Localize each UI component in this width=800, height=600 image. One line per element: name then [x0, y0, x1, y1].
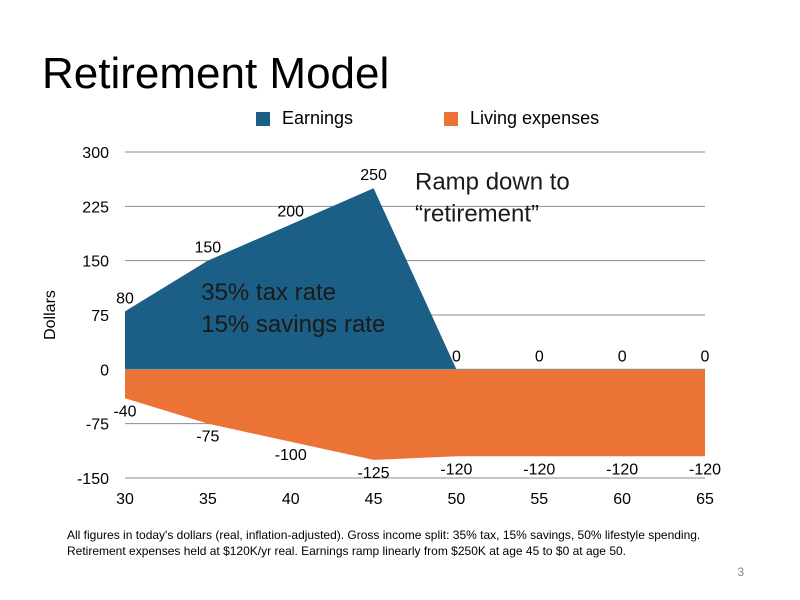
- data-label-expenses-65: -120: [689, 461, 721, 478]
- data-label-expenses-45: -125: [358, 465, 390, 482]
- x-tick-label-60: 60: [613, 491, 631, 508]
- y-tick-label--75: -75: [86, 417, 109, 434]
- x-tick-label-55: 55: [530, 491, 548, 508]
- annotation-2-line-1: 35% tax rate: [201, 279, 336, 306]
- slide-title: Retirement Model: [42, 49, 390, 98]
- data-label-expenses-50: -120: [440, 461, 472, 478]
- annotation-2-line-2: 15% savings rate: [201, 311, 385, 338]
- data-label-earnings-30: 80: [116, 290, 134, 307]
- legend-item-living-expenses: Living expenses: [444, 108, 599, 129]
- chart-legend: Earnings Living expenses: [0, 108, 800, 132]
- data-label-expenses-40: -100: [275, 447, 307, 464]
- data-label-earnings-60: 0: [618, 348, 627, 365]
- data-label-earnings-35: 150: [195, 240, 222, 257]
- y-tick-label-300: 300: [82, 145, 109, 162]
- data-label-earnings-40: 200: [277, 203, 304, 220]
- x-tick-label-65: 65: [696, 491, 714, 508]
- data-label-earnings-65: 0: [701, 348, 710, 365]
- y-tick-label--150: -150: [77, 471, 109, 488]
- y-tick-label-0: 0: [100, 362, 109, 379]
- data-label-expenses-30: -40: [113, 403, 136, 420]
- legend-label-living-expenses: Living expenses: [470, 108, 600, 128]
- legend-swatch-living-expenses: [444, 111, 458, 126]
- area-earnings: [125, 188, 705, 370]
- y-tick-label-75: 75: [91, 308, 109, 325]
- data-label-expenses-55: -120: [523, 461, 555, 478]
- legend-swatch-earnings: [256, 111, 270, 126]
- footnote: All figures in today's dollars (real, in…: [67, 527, 767, 559]
- annotation-1-line-1: Ramp down to: [415, 169, 570, 196]
- legend-item-earnings: Earnings: [256, 108, 353, 129]
- annotation-1-line-2: “retirement”: [415, 201, 539, 228]
- footnote-line-2: Retirement expenses held at $120K/yr rea…: [67, 544, 626, 558]
- data-label-expenses-35: -75: [196, 429, 219, 446]
- legend-label-earnings: Earnings: [282, 108, 354, 128]
- data-label-earnings-45: 250: [360, 167, 387, 184]
- x-tick-label-30: 30: [116, 491, 134, 508]
- footnote-line-1: All figures in today's dollars (real, in…: [67, 528, 701, 542]
- y-axis-label: Dollars: [42, 290, 59, 340]
- y-tick-label-225: 225: [82, 199, 109, 216]
- x-tick-label-50: 50: [448, 491, 466, 508]
- area-living-expenses: [125, 369, 705, 460]
- data-label-earnings-55: 0: [535, 348, 544, 365]
- x-tick-label-45: 45: [365, 491, 383, 508]
- x-tick-label-35: 35: [199, 491, 217, 508]
- data-label-expenses-60: -120: [606, 461, 638, 478]
- y-tick-label-150: 150: [82, 254, 109, 271]
- data-label-earnings-50: 0: [452, 348, 461, 365]
- x-tick-label-40: 40: [282, 491, 300, 508]
- page-number: 3: [737, 565, 744, 579]
